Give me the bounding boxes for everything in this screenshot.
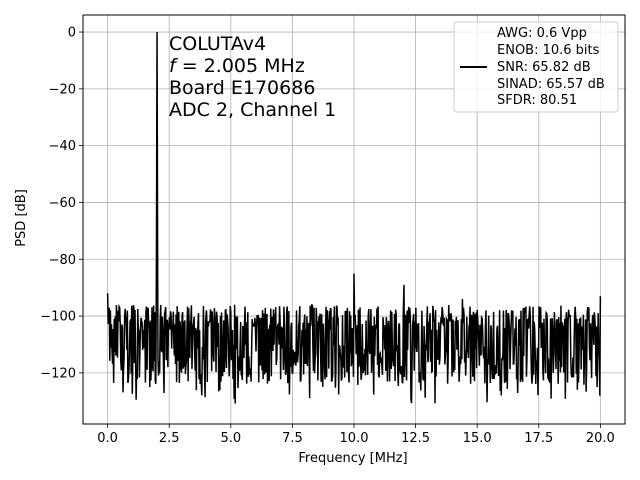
legend: AWG: 0.6 Vpp ENOB: 10.6 bits SNR: 65.82 …: [453, 21, 619, 113]
legend-sinad: SINAD: 65.57 dB: [497, 77, 605, 92]
x-tick-label: 10.0: [340, 431, 369, 446]
y-tick-label: −120: [40, 366, 76, 381]
y-tick-label: −100: [40, 310, 76, 325]
annotation-frequency-value: = 2.005 MHz: [176, 55, 305, 77]
psd-trace-line: [106, 32, 602, 404]
annotation-adc-channel: ADC 2, Channel 1: [169, 99, 336, 121]
x-tick-label: 5.0: [220, 431, 241, 446]
annotation-chip-name: COLUTAv4: [169, 33, 266, 55]
x-tick-label: 2.5: [159, 431, 180, 446]
legend-enob: ENOB: 10.6 bits: [497, 43, 600, 58]
legend-sfdr: SFDR: 80.51: [497, 93, 577, 108]
x-tick-label: 7.5: [282, 431, 303, 446]
y-tick-label: −60: [49, 196, 76, 211]
y-tick-label: −20: [49, 82, 76, 97]
annotation-frequency-variable: f: [169, 55, 179, 77]
grid: [83, 15, 625, 424]
x-tick-label: 15.0: [463, 431, 492, 446]
y-tick-label: −40: [49, 139, 76, 154]
legend-box: [453, 21, 619, 113]
psd-trace-group: [106, 32, 602, 404]
y-tick-label: 0: [68, 26, 76, 41]
axis-ticks: 0.0 2.5 5.0 7.5 10.0 12.5 15.0 17.5 20.0 0 −20 −40 −…: [40, 26, 615, 446]
legend-awg: AWG: 0.6 Vpp: [497, 26, 587, 41]
y-tick-label: −80: [49, 253, 76, 268]
annotation-block: COLUTAv4 f = 2.005 MHz Board E170686 ADC…: [169, 33, 336, 121]
annotation-board: Board E170686: [169, 77, 315, 99]
x-tick-label: 20.0: [586, 431, 615, 446]
x-axis-label: Frequency [MHz]: [298, 451, 407, 466]
y-axis-label: PSD [dB]: [14, 189, 29, 247]
x-tick-label: 12.5: [401, 431, 430, 446]
x-tick-label: 17.5: [524, 431, 553, 446]
annotation-frequency: f = 2.005 MHz: [169, 55, 305, 77]
x-tick-label: 0.0: [97, 431, 118, 446]
legend-snr: SNR: 65.82 dB: [497, 60, 591, 75]
